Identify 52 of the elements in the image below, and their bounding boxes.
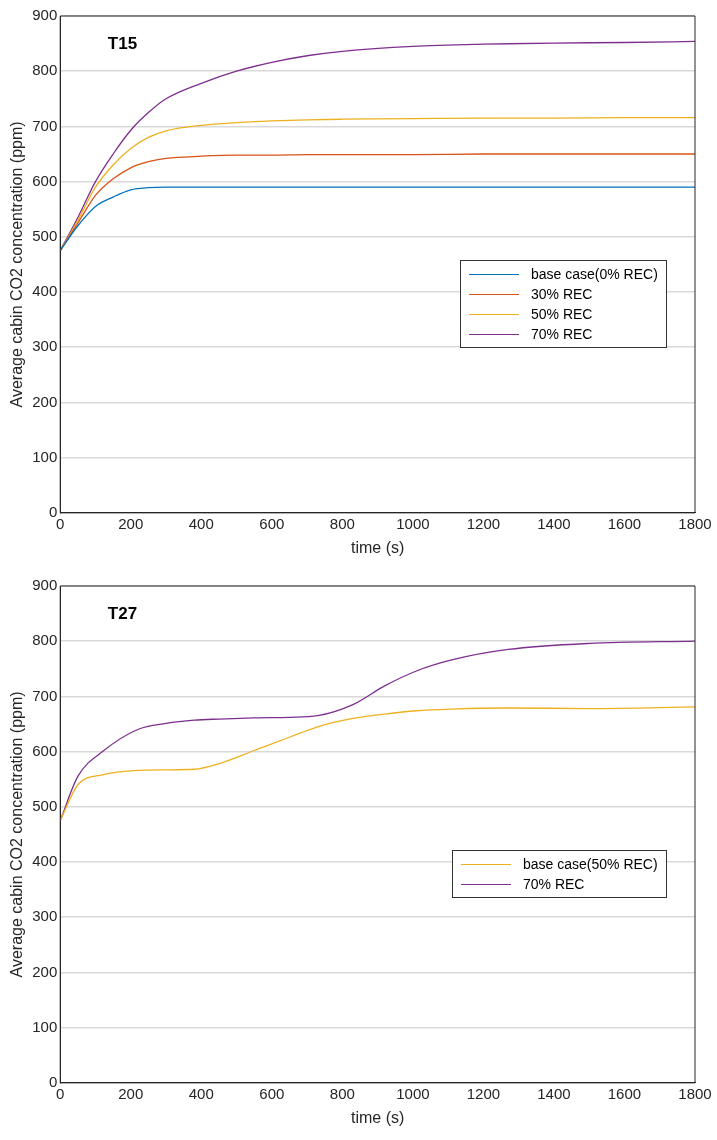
x-tick-label: 200 (118, 1084, 144, 1102)
y-tick-label: 100 (32, 447, 58, 465)
y-tick-label: 0 (48, 1072, 58, 1090)
x-tick-label: 1400 (537, 514, 571, 532)
x-tick-label: 800 (329, 1084, 355, 1102)
y-tick-label: 600 (32, 171, 58, 189)
y-tick-label: 700 (32, 686, 58, 704)
x-tick-label: 800 (329, 514, 355, 532)
x-tick-label: 1000 (396, 514, 430, 532)
x-tick-label: 1400 (537, 1084, 571, 1102)
x-tick-label: 400 (188, 514, 214, 532)
y-tick-label: 200 (32, 962, 58, 980)
y-tick-label: 800 (32, 61, 58, 79)
x-tick-label: 1200 (466, 1084, 501, 1102)
x-tick-label: 1000 (396, 1084, 430, 1102)
legend-label: base case(50% REC) (522, 855, 658, 875)
x-axis-title: time (s) (350, 1108, 405, 1126)
legend-label: 30% REC (530, 285, 594, 305)
y-tick-label: 400 (32, 282, 58, 300)
y-tick-label: 500 (32, 226, 58, 244)
y-tick-label: 100 (32, 1017, 58, 1035)
text: T27 (107, 603, 138, 623)
y-tick-label: 900 (32, 6, 58, 24)
legend-label: base case(0% REC) (530, 265, 658, 285)
x-tick-label: 1800 (678, 1084, 712, 1102)
y-tick-label: 0 (48, 502, 58, 520)
legend-label: 50% REC (530, 305, 594, 325)
line-series (60, 186, 695, 252)
y-tick-label: 500 (32, 796, 58, 814)
y-tick-label: 200 (32, 392, 58, 410)
x-tick-label: 400 (188, 1084, 214, 1102)
y-tick-label: 600 (32, 741, 58, 759)
text: T15 (107, 33, 138, 53)
y-axis-title: Average cabin CO2 concentration (ppm) (8, 691, 26, 978)
x-tick-label: 1800 (678, 514, 712, 532)
legend-label: 70% REC (522, 875, 586, 895)
y-tick-label: 300 (32, 337, 58, 355)
x-tick-label: 600 (259, 1084, 285, 1102)
y-tick-label: 700 (32, 116, 58, 134)
x-tick-label: 1600 (607, 514, 642, 532)
x-tick-label: 600 (259, 514, 285, 532)
legend-label: 70% REC (530, 325, 594, 345)
y-tick-label: 800 (32, 631, 58, 649)
line-series (60, 706, 695, 822)
x-axis-title: time (s) (350, 538, 405, 556)
y-tick-label: 400 (32, 852, 58, 870)
x-tick-label: 200 (118, 514, 144, 532)
y-axis-title: Average cabin CO2 concentration (ppm) (8, 121, 26, 408)
x-tick-label: 1200 (466, 514, 501, 532)
y-tick-label: 900 (32, 576, 58, 594)
y-tick-label: 300 (32, 907, 58, 925)
x-tick-label: 1600 (607, 1084, 642, 1102)
